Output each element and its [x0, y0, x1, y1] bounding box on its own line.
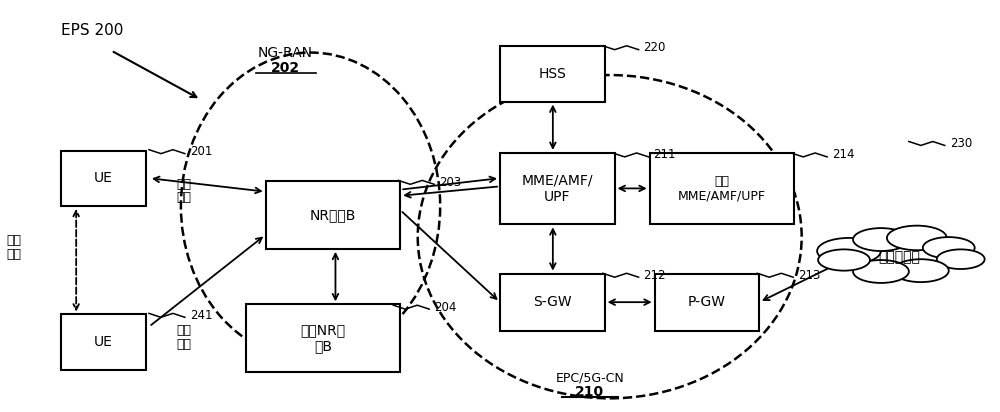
Text: NG-RAN: NG-RAN: [258, 46, 313, 60]
Text: 链路: 链路: [176, 191, 191, 204]
Text: S-GW: S-GW: [533, 295, 572, 309]
Circle shape: [818, 249, 870, 271]
Text: 230: 230: [950, 137, 972, 150]
Text: 第三: 第三: [6, 234, 21, 247]
Text: UE: UE: [94, 335, 113, 349]
Text: 202: 202: [271, 61, 300, 75]
Text: 220: 220: [644, 41, 666, 54]
FancyBboxPatch shape: [246, 304, 400, 372]
Circle shape: [853, 228, 909, 251]
Text: P-GW: P-GW: [688, 295, 726, 309]
Text: EPS 200: EPS 200: [61, 23, 124, 37]
Text: HSS: HSS: [538, 67, 566, 81]
Circle shape: [853, 260, 909, 283]
Text: NR节点B: NR节点B: [310, 208, 356, 222]
FancyBboxPatch shape: [500, 153, 615, 225]
Text: 其它NR节
点B: 其它NR节 点B: [300, 323, 346, 353]
Text: 因特网服务: 因特网服务: [878, 250, 920, 264]
FancyBboxPatch shape: [650, 153, 794, 225]
Text: EPC/5G-CN: EPC/5G-CN: [555, 371, 624, 384]
Text: 链路: 链路: [6, 248, 21, 261]
FancyBboxPatch shape: [500, 274, 605, 331]
Text: 211: 211: [654, 148, 676, 162]
Circle shape: [817, 238, 881, 264]
Text: 第二: 第二: [176, 324, 191, 337]
Text: 214: 214: [832, 148, 855, 162]
Text: 203: 203: [439, 176, 461, 189]
Text: 链路: 链路: [176, 338, 191, 351]
Text: 213: 213: [798, 269, 821, 282]
Text: 其它
MME/AMF/UPF: 其它 MME/AMF/UPF: [678, 175, 766, 203]
FancyBboxPatch shape: [61, 314, 146, 370]
Text: MME/AMF/
UPF: MME/AMF/ UPF: [522, 173, 593, 204]
Text: 204: 204: [434, 301, 457, 314]
Text: UE: UE: [94, 171, 113, 185]
Text: 212: 212: [644, 269, 666, 282]
FancyBboxPatch shape: [61, 151, 146, 206]
Text: 第一: 第一: [176, 178, 191, 191]
Circle shape: [937, 249, 985, 269]
FancyBboxPatch shape: [266, 181, 400, 249]
Text: 201: 201: [190, 145, 212, 158]
Circle shape: [893, 259, 949, 282]
Text: 210: 210: [575, 385, 604, 399]
FancyBboxPatch shape: [655, 274, 759, 331]
Circle shape: [923, 237, 975, 258]
Circle shape: [887, 226, 947, 250]
FancyBboxPatch shape: [500, 47, 605, 102]
Polygon shape: [829, 235, 969, 276]
Text: 241: 241: [190, 309, 212, 322]
